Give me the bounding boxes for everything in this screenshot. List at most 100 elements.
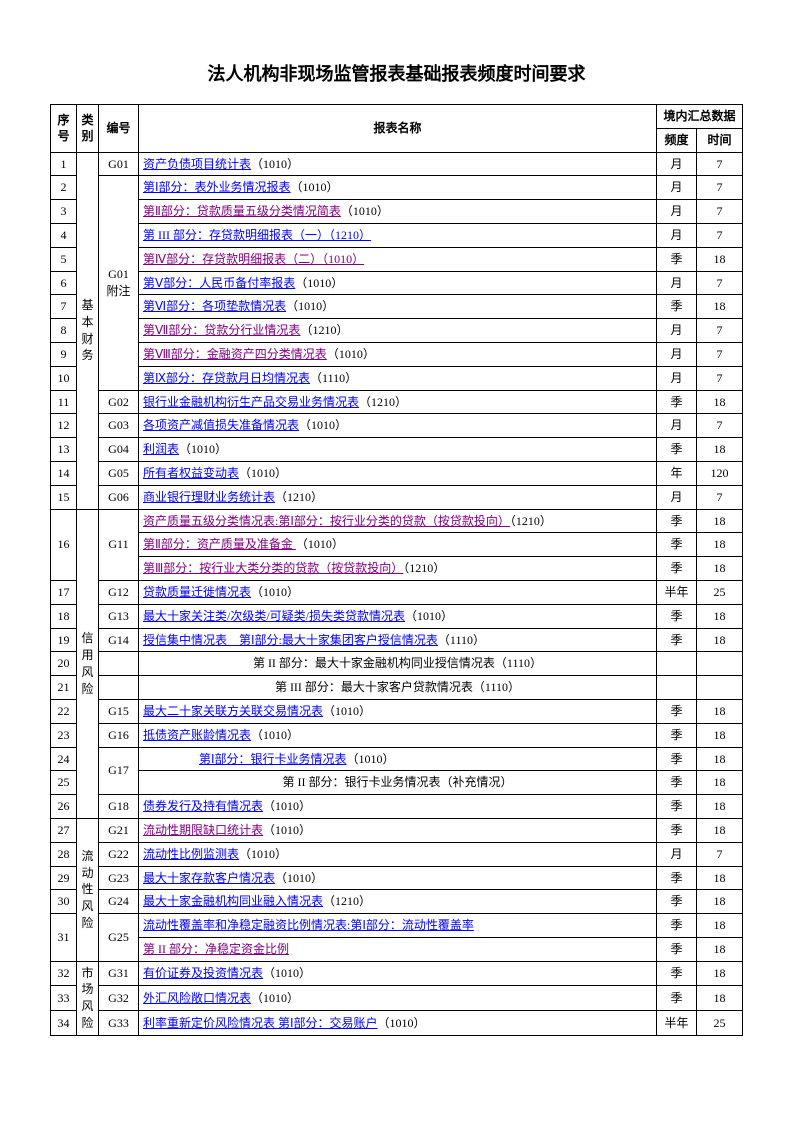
report-link[interactable]: 最大十家金融机构同业融入情况表: [143, 894, 323, 908]
report-suffix: （1010）: [295, 276, 343, 290]
report-suffix: （1010）: [275, 871, 323, 885]
report-link[interactable]: 利润表: [143, 442, 179, 456]
report-suffix: （1110）: [310, 371, 357, 385]
report-link[interactable]: 第 II 部分：净稳定资金比例: [143, 942, 289, 956]
cell-seq: 7: [51, 295, 77, 319]
cell-freq: 年: [656, 461, 696, 485]
report-link[interactable]: 有价证券及投资情况表: [143, 966, 263, 980]
cell-time: 18: [696, 628, 742, 652]
cell-seq: 21: [51, 676, 77, 700]
report-suffix: （1210）: [275, 490, 323, 504]
report-link[interactable]: 银行业金融机构衍生产品交易业务情况表: [143, 395, 359, 409]
report-link[interactable]: 第Ⅳ部分：存贷款明细报表（二）（1010）: [143, 252, 364, 266]
cell-freq: 季: [656, 509, 696, 533]
cell-time: 7: [696, 223, 742, 247]
cell-time: 18: [696, 890, 742, 914]
report-suffix: （1010）: [296, 537, 344, 551]
cell-time: 18: [696, 795, 742, 819]
cell-code: G01附注: [99, 176, 139, 390]
report-table: 序号 类别 编号 报表名称 境内汇总数据 频度 时间 1基本财务G01资产负债项…: [50, 104, 743, 1036]
report-link[interactable]: 第Ⅱ部分：资产质量及准备金: [143, 537, 296, 551]
report-link[interactable]: 各项资产减值损失准备情况表: [143, 418, 299, 432]
report-link[interactable]: 第Ⅰ部分：银行卡业务情况表: [199, 752, 347, 766]
report-link[interactable]: 第Ⅵ部分：各项垫款情况表: [143, 299, 286, 313]
cell-seq: 22: [51, 699, 77, 723]
th-freq: 频度: [656, 128, 696, 152]
report-link[interactable]: 授信集中情况表 第Ⅰ部分:最大十家集团客户授信情况表: [143, 633, 438, 647]
cell-seq: 29: [51, 866, 77, 890]
report-suffix: （1010）: [347, 752, 395, 766]
report-link[interactable]: 第Ⅶ部分：贷款分行业情况表: [143, 323, 300, 337]
cell-freq: 季: [656, 699, 696, 723]
report-suffix: （1010）: [263, 823, 311, 837]
report-suffix: （1010）: [286, 299, 334, 313]
cell-freq: 季: [656, 438, 696, 462]
report-link[interactable]: 外汇风险敞口情况表: [143, 991, 251, 1005]
report-suffix: （1010）: [378, 1016, 426, 1030]
cell-time: 7: [696, 485, 742, 509]
cell-name: 最大二十家关联方关联交易情况表（1010）: [139, 699, 657, 723]
cell-code: G11: [99, 509, 139, 580]
cell-name: 流动性期限缺口统计表（1010）: [139, 818, 657, 842]
cell-time: 18: [696, 390, 742, 414]
report-link[interactable]: 第Ⅷ部分：金融资产四分类情况表: [143, 347, 327, 361]
report-suffix: （1010）: [405, 609, 453, 623]
report-suffix: （1010）: [251, 728, 299, 742]
cell-freq: [656, 652, 696, 676]
cell-time: 18: [696, 986, 742, 1011]
cell-name: 第 III 部分：最大十家客户贷款情况表（1110）: [139, 676, 657, 700]
cell-seq: 33: [51, 986, 77, 1011]
report-link[interactable]: 资产质量五级分类情况表:第Ⅰ部分：按行业分类的贷款（按贷款投向）: [143, 514, 510, 528]
report-link[interactable]: 资产负债项目统计表: [143, 157, 251, 171]
report-link[interactable]: 流动性覆盖率和净稳定融资比例情况表:第Ⅰ部分：流动性覆盖率: [143, 918, 474, 932]
cell-name: 第 II 部分：银行卡业务情况表（补充情况）: [139, 771, 657, 795]
cell-code: G15: [99, 699, 139, 723]
cell-name: 第Ⅳ部分：存贷款明细报表（二）（1010）: [139, 247, 657, 271]
report-link[interactable]: 第Ⅴ部分：人民币备付率报表: [143, 276, 295, 290]
report-link[interactable]: 债券发行及持有情况表: [143, 799, 263, 813]
cell-name: 最大十家金融机构同业融入情况表（1210）: [139, 890, 657, 914]
report-link[interactable]: 贷款质量迁徙情况表: [143, 585, 251, 599]
cell-freq: 季: [656, 723, 696, 747]
cell-name: 第Ⅶ部分：贷款分行业情况表（1210）: [139, 319, 657, 343]
cell-freq: 季: [656, 890, 696, 914]
cell-freq: 月: [656, 485, 696, 509]
cell-code: G31: [99, 961, 139, 986]
report-link[interactable]: 最大十家存款客户情况表: [143, 871, 275, 885]
report-link[interactable]: 第Ⅰ部分：表外业务情况报表: [143, 180, 291, 194]
cell-time: 18: [696, 604, 742, 628]
th-group: 境内汇总数据: [656, 105, 742, 129]
report-suffix: （1210）: [403, 561, 445, 575]
cell-name: 第Ⅰ部分：银行卡业务情况表（1010）: [139, 747, 657, 771]
cell-code: G18: [99, 795, 139, 819]
cell-freq: 半年: [656, 1011, 696, 1036]
report-link[interactable]: 流动性期限缺口统计表: [143, 823, 263, 837]
report-link[interactable]: 利率重新定价风险情况表 第Ⅰ部分：交易账户: [143, 1016, 378, 1030]
report-link[interactable]: 第Ⅸ部分：存贷款月日均情况表: [143, 371, 310, 385]
cell-time: 18: [696, 818, 742, 842]
cell-time: 18: [696, 747, 742, 771]
cell-code: G33: [99, 1011, 139, 1036]
report-link[interactable]: 流动性比例监测表: [143, 847, 239, 861]
report-link[interactable]: 最大二十家关联方关联交易情况表: [143, 704, 323, 718]
report-link[interactable]: 第 III 部分：存贷款明细报表（一）（1210）: [143, 228, 371, 242]
cell-code: G25: [99, 914, 139, 962]
cell-time: 25: [696, 1011, 742, 1036]
report-suffix: （1010）: [239, 466, 287, 480]
report-link[interactable]: 最大十家关注类/次级类/可疑类/损失类贷款情况表: [143, 609, 405, 623]
report-link[interactable]: 第Ⅲ部分：按行业大类分类的贷款（按贷款投向）: [143, 561, 403, 575]
cell-name: 贷款质量迁徙情况表（1010）: [139, 580, 657, 604]
page-title: 法人机构非现场监管报表基础报表频度时间要求: [50, 60, 743, 86]
cell-category: 市场风险: [77, 961, 99, 1035]
report-link[interactable]: 第Ⅱ部分：贷款质量五级分类情况简表: [143, 204, 341, 218]
cell-time: 18: [696, 699, 742, 723]
report-suffix: （1210）: [300, 323, 348, 337]
report-suffix: （1010）: [299, 418, 347, 432]
cell-code: G04: [99, 438, 139, 462]
report-link[interactable]: 抵债资产账龄情况表: [143, 728, 251, 742]
cell-code: G13: [99, 604, 139, 628]
report-link[interactable]: 所有者权益变动表: [143, 466, 239, 480]
report-link[interactable]: 商业银行理财业务统计表: [143, 490, 275, 504]
cell-name: 第Ⅸ部分：存贷款月日均情况表（1110）: [139, 366, 657, 390]
cell-time: 7: [696, 366, 742, 390]
